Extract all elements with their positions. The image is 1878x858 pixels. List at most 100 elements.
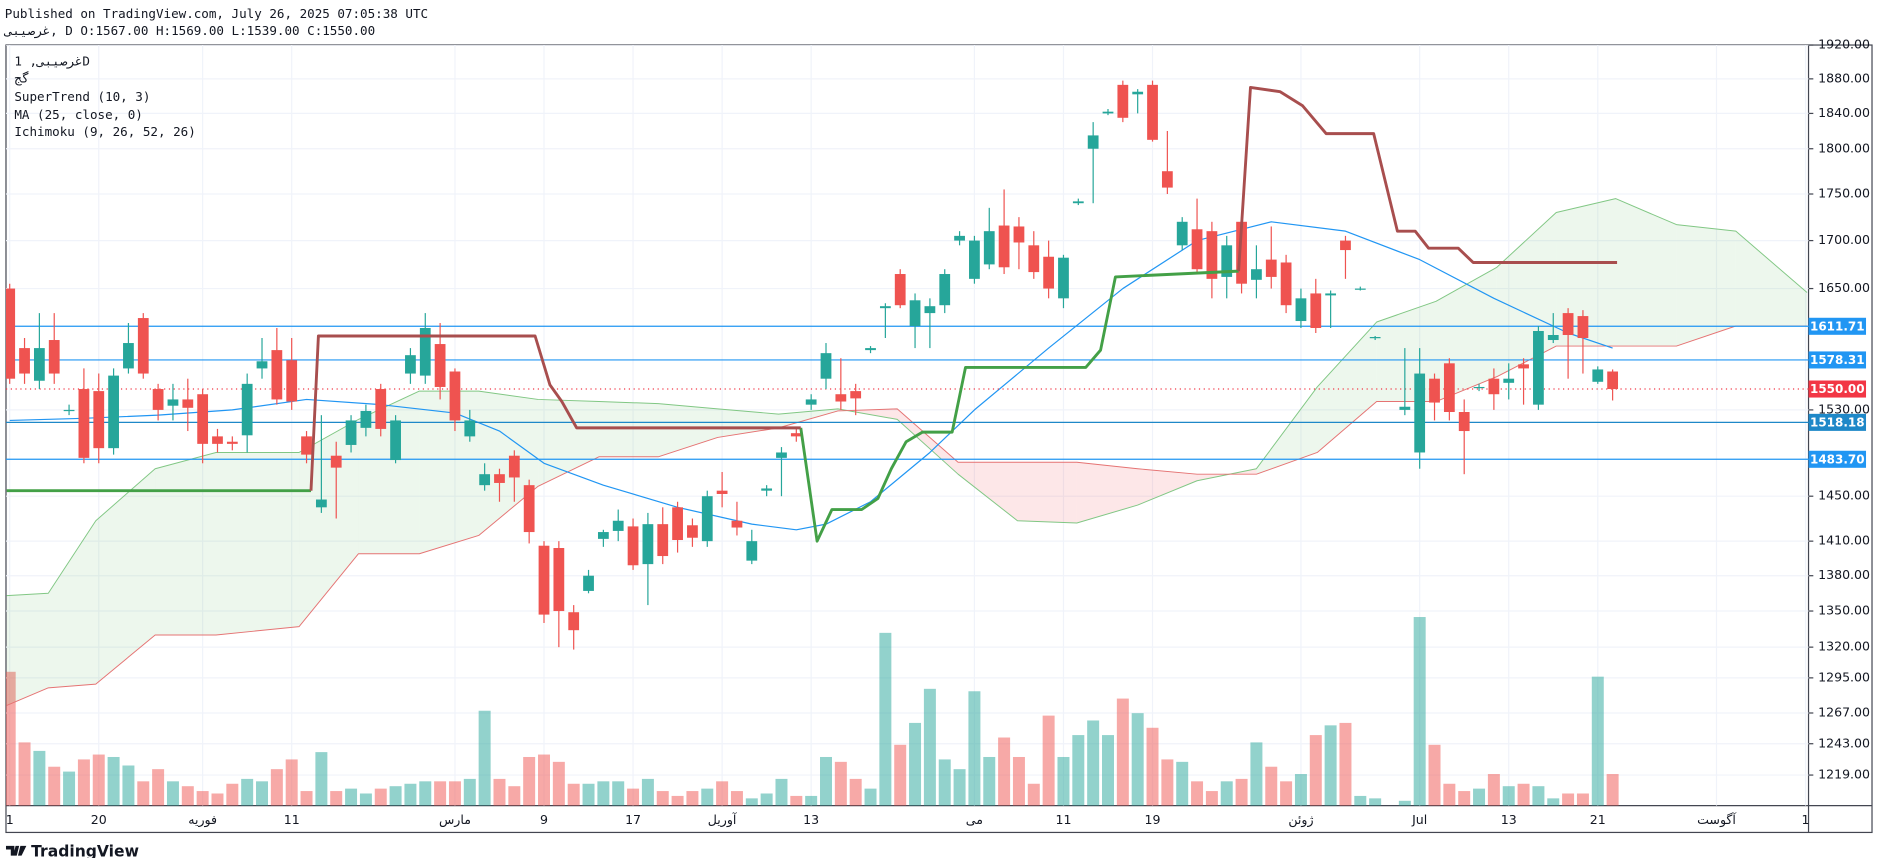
x-tick-label: 11 xyxy=(1055,812,1071,827)
candle-body xyxy=(345,420,357,445)
quote-line: غرصیبی, D O:1567.00 H:1569.00 L:1539.00 … xyxy=(4,23,375,39)
candle-body xyxy=(820,353,832,379)
volume-bar xyxy=(478,710,491,806)
candle-body xyxy=(315,499,327,508)
cloud-segment xyxy=(1256,386,1318,475)
y-tick-label: 1350.00 xyxy=(1818,602,1870,617)
volume-bar xyxy=(241,778,254,806)
candle-body xyxy=(1265,259,1277,277)
candle-body xyxy=(687,525,698,538)
volume-bar xyxy=(196,791,209,806)
volume-bar xyxy=(730,791,743,806)
level-tag xyxy=(1808,317,1867,335)
candle-body xyxy=(1429,378,1440,403)
cloud-segment xyxy=(717,408,779,438)
volume-bar xyxy=(1265,766,1278,806)
volume-bar xyxy=(1087,720,1100,806)
volume-bar xyxy=(33,750,46,806)
y-tick-label: 1320.00 xyxy=(1818,639,1870,654)
y-tick-label: 1380.00 xyxy=(1818,567,1870,582)
y-tick-label: 1880.00 xyxy=(1818,70,1870,85)
volume-bar xyxy=(1191,781,1204,806)
y-tick-label: 1243.00 xyxy=(1818,735,1870,750)
candle-body xyxy=(1058,257,1069,299)
x-tick-label: فوریه xyxy=(188,812,217,828)
candle-body xyxy=(1518,364,1529,369)
candle-body xyxy=(152,389,164,410)
candle-body xyxy=(1176,221,1188,246)
candle-body xyxy=(78,389,90,458)
volume-bar xyxy=(1339,722,1352,806)
volume-bar xyxy=(1606,774,1619,806)
candle-body xyxy=(865,348,876,351)
volume-bar xyxy=(938,759,951,806)
volume-bar xyxy=(1547,798,1560,806)
volume-bar xyxy=(1294,774,1307,806)
volume-bar xyxy=(463,778,476,806)
candle-body xyxy=(1592,369,1604,382)
candle-body xyxy=(1399,406,1411,410)
volume-bar xyxy=(1309,735,1322,806)
candle-body xyxy=(939,274,951,306)
candle-body xyxy=(123,343,134,369)
candle-body xyxy=(657,524,669,557)
volume-bar xyxy=(998,737,1011,806)
volume-bar xyxy=(894,744,907,806)
candle-body xyxy=(1043,256,1055,289)
candle-body xyxy=(137,318,149,374)
volume-bar xyxy=(597,781,610,806)
cloud-segment xyxy=(1017,462,1077,524)
volume-bar xyxy=(1428,744,1441,806)
candle-body xyxy=(1443,363,1455,413)
volume-bar xyxy=(404,783,417,806)
volume-bar xyxy=(686,791,699,806)
candle-body xyxy=(1533,330,1544,405)
supertrend-up xyxy=(6,269,1239,543)
volume-bar xyxy=(775,778,788,806)
y-tick-label: 1295.00 xyxy=(1818,669,1870,684)
volume-bar xyxy=(671,795,684,806)
candle-body xyxy=(390,420,401,461)
candle-body xyxy=(1028,245,1040,273)
x-tick-label: 13 xyxy=(803,812,819,827)
volume-bar xyxy=(18,742,31,806)
cloud-segment xyxy=(299,419,359,627)
candle-body xyxy=(1369,337,1381,339)
volume-bar xyxy=(552,761,565,806)
volume-bar xyxy=(389,786,402,806)
volume-bar xyxy=(909,722,922,806)
candle-body xyxy=(197,394,209,444)
volume-bar xyxy=(1487,774,1500,806)
candle-body xyxy=(850,391,862,399)
level-tag xyxy=(1808,351,1867,369)
candle-body xyxy=(701,496,713,542)
volume-bar xyxy=(300,791,313,806)
candle-body xyxy=(360,410,372,428)
volume-bar xyxy=(330,791,343,806)
volume-bar xyxy=(419,781,432,806)
x-tick-label: 9 xyxy=(540,812,548,827)
candle-body xyxy=(286,360,298,402)
candle-body xyxy=(479,474,491,486)
volume-bar xyxy=(1517,783,1530,806)
candle-body xyxy=(1161,171,1173,188)
supertrend-down xyxy=(309,85,1618,491)
volume-bar xyxy=(523,756,536,806)
candle-body xyxy=(1354,288,1366,290)
candle-body xyxy=(1221,245,1233,277)
candle-body xyxy=(1013,226,1025,243)
volume-bar xyxy=(1591,676,1604,806)
candle-body xyxy=(835,394,847,402)
candle-body xyxy=(1473,386,1485,389)
candle-body xyxy=(909,300,921,327)
candle-body xyxy=(538,545,550,615)
volume-bar xyxy=(1398,800,1411,806)
candle-body xyxy=(969,240,980,279)
volume-bar xyxy=(538,754,550,806)
volume-bar xyxy=(226,783,239,806)
legend-exchange: گج xyxy=(14,71,29,87)
candle-body xyxy=(226,441,238,444)
candle-body xyxy=(1458,412,1470,432)
candle-body xyxy=(1310,293,1322,328)
candle-body xyxy=(301,436,312,455)
